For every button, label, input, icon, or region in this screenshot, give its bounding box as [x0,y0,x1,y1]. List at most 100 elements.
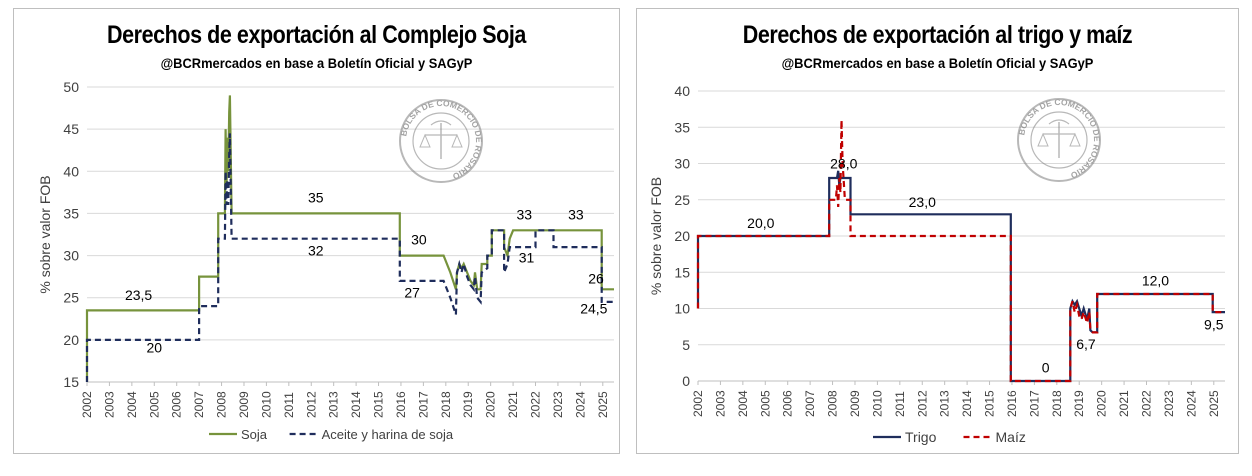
y-tick-labels: 15 20 25 30 35 40 45 50 [63,79,79,390]
x-tick-label: 2009 [237,391,251,418]
x-tick-label: 2009 [848,390,862,417]
data-label: 35 [308,189,324,205]
y-tick-label: 45 [63,121,79,137]
x-tick-label: 2018 [1050,390,1064,417]
y-tick-labels: 0 5 10 15 20 25 30 35 40 [674,83,690,389]
y-tick-label: 35 [63,205,79,221]
series-line-aceite-y-harina-de-soja [85,133,614,382]
x-tick-label: 2003 [102,391,116,418]
legend-item: Maíz [963,429,1026,445]
data-label: 33 [517,206,533,222]
chart-subtitle: @BCRmercados en base a Boletín Oficial y… [781,55,1094,71]
data-label: 23,5 [125,287,152,303]
x-tick-label: 2017 [1027,390,1041,417]
x-tick-label: 2015 [372,391,386,418]
legend-item: Trigo [873,429,937,445]
legend: Soja Aceite y harina de soja [209,427,454,442]
data-label: 12,0 [1142,272,1169,288]
data-label: 20 [146,340,162,356]
data-label: 6,7 [1076,336,1096,352]
y-tick-label: 25 [63,290,79,306]
x-tick-label: 2019 [461,391,475,418]
data-label: 26 [588,270,604,286]
x-tick-label: 2025 [1207,390,1221,417]
x-tick-label: 2004 [125,391,139,418]
y-tick-label: 40 [63,163,79,179]
data-labels: 20,0 28,0 23,0 0 6,7 12,0 9,5 [747,156,1224,376]
x-tick-label: 2014 [349,391,363,418]
x-tick-label: 2022 [1140,390,1154,417]
x-tick-label: 2025 [596,391,610,418]
x-tick-label: 2005 [147,391,161,418]
x-tick-label: 2002 [691,390,705,417]
x-tick-label: 2015 [983,390,997,417]
x-tick-label: 2022 [529,391,543,418]
data-labels: 23,5 20 35 32 30 27 33 33 31 26 24,5 [125,189,608,355]
legend-label: Maíz [996,429,1026,445]
y-tick-label: 10 [674,301,690,317]
x-tick-labels: 2002 2003 2004 2005 2006 2007 2008 2009 2010 2011… [80,382,610,418]
x-tick-label: 2011 [282,392,296,418]
chart-subtitle: @BCRmercados en base a Boletín Oficial y… [160,55,473,71]
chart-panel-soja: Derechos de exportación al Complejo Soja… [13,8,620,454]
chart-title: Derechos de exportación al Complejo Soja [107,21,526,49]
data-label: 33 [568,206,584,222]
chart-title: Derechos de exportación al trigo y maíz [742,21,1133,49]
x-tick-label: 2008 [215,391,229,418]
data-label: 23,0 [909,194,936,210]
y-tick-label: 35 [674,119,690,135]
x-tick-label: 2011 [893,391,907,417]
x-tick-label: 2008 [826,390,840,417]
y-tick-label: 30 [674,156,690,172]
y-tick-label: 30 [63,248,79,264]
x-tick-label: 2003 [713,390,727,417]
y-axis-label: % sobre valor FOB [37,175,53,293]
x-tick-label: 2018 [439,391,453,418]
chart-panel-trigo-maiz: Derechos de exportación al trigo y maíz … [636,8,1239,454]
y-tick-label: 0 [682,373,690,389]
x-tick-label: 2016 [394,391,408,418]
data-label: 32 [308,243,324,259]
x-tick-label: 2013 [327,391,341,418]
y-axis-label: % sobre valor FOB [648,177,664,295]
x-tick-label: 2021 [506,391,520,418]
legend-label: Trigo [905,429,937,445]
x-tick-label: 2020 [1095,390,1109,417]
x-tick-label: 2016 [1005,390,1019,417]
data-label: 20,0 [747,215,774,231]
x-tick-label: 2007 [803,390,817,417]
bolsa-de-comercio-seal-logo: BOLSA DE COMERCIO DE ROSARIO [398,98,484,183]
y-tick-label: 40 [674,83,690,99]
y-tick-label: 25 [674,192,690,208]
x-tick-label: 2023 [1162,390,1176,417]
x-tick-label: 2024 [573,391,587,418]
x-tick-label: 2006 [170,391,184,418]
x-tick-label: 2019 [1072,390,1086,417]
x-tick-label: 2024 [1184,390,1198,417]
x-tick-label: 2012 [304,391,318,418]
y-tick-label: 50 [63,79,79,95]
y-tick-label: 15 [674,264,690,280]
y-tick-label: 15 [63,374,79,390]
bolsa-de-comercio-seal-logo: BOLSA DE COMERCIO DE ROSARIO [1016,97,1102,182]
x-tick-label: 2002 [80,391,94,418]
data-label: 30 [411,232,427,248]
legend-label: Aceite y harina de soja [322,427,454,442]
x-tick-label: 2004 [736,390,750,417]
x-tick-label: 2023 [551,391,565,418]
x-tick-label: 2013 [938,390,952,417]
x-tick-label: 2010 [870,390,884,417]
series-line-maíz [696,119,1225,383]
x-tick-label: 2010 [259,391,273,418]
x-tick-labels: 2002 2003 2004 2005 2006 2007 2008 2009 2010 2011… [691,381,1221,417]
legend-item: Aceite y harina de soja [289,427,454,442]
legend-item: Soja [209,427,268,442]
legend-label: Soja [241,427,268,442]
data-label: 0 [1042,359,1050,375]
data-label: 27 [404,285,420,301]
data-label: 31 [519,249,535,265]
y-tick-label: 5 [682,337,690,353]
x-tick-label: 2006 [781,390,795,417]
